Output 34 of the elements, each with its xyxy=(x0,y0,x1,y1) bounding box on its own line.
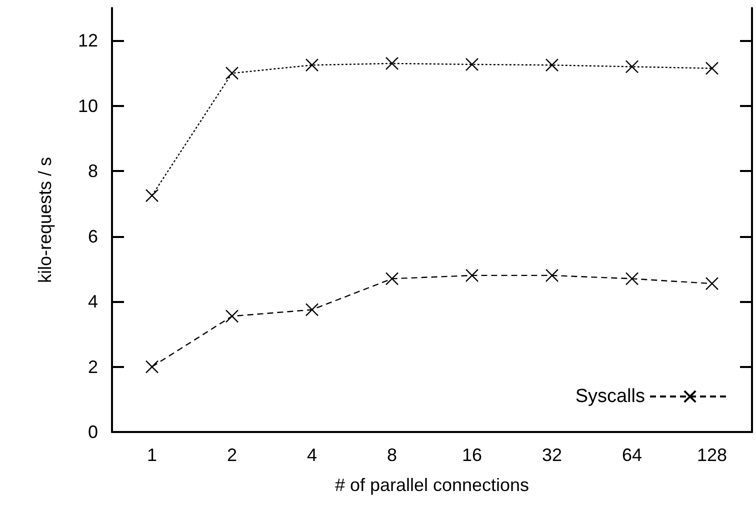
point xyxy=(545,58,559,72)
x-tick-label: 1 xyxy=(146,445,158,465)
x-tick-label: 2 xyxy=(226,445,238,465)
x-tick-label: 8 xyxy=(386,445,398,465)
y-tick-label: 0 xyxy=(88,422,98,442)
x-tick-label: 4 xyxy=(306,445,318,465)
point xyxy=(625,60,639,74)
point xyxy=(225,310,239,323)
y-tick-label: 10 xyxy=(78,96,98,116)
point xyxy=(465,58,479,72)
point xyxy=(705,277,719,290)
legend-label: Syscalls xyxy=(575,386,645,407)
y-tick-label: 4 xyxy=(88,292,98,312)
point xyxy=(305,303,319,316)
y-tick-label: 6 xyxy=(88,226,98,246)
point xyxy=(625,272,639,286)
point xyxy=(145,188,159,202)
x-tick-label: 128 xyxy=(696,445,728,465)
x-axis-title: # of parallel connections xyxy=(334,475,530,495)
point xyxy=(705,62,719,75)
y-tick-label: 12 xyxy=(78,30,98,51)
x-tick-label: 32 xyxy=(542,445,562,465)
point xyxy=(225,66,239,80)
point xyxy=(305,58,319,72)
point xyxy=(385,272,399,286)
point xyxy=(385,56,399,70)
point xyxy=(465,268,479,282)
x-tick-label: 16 xyxy=(462,445,482,465)
y-axis-title: kilo-requests / s xyxy=(35,156,55,284)
point xyxy=(545,268,559,282)
y-tick-label: 2 xyxy=(88,356,98,377)
y-tick-label: 8 xyxy=(88,161,98,182)
x-tick-label: 64 xyxy=(622,445,642,465)
point xyxy=(145,360,159,374)
